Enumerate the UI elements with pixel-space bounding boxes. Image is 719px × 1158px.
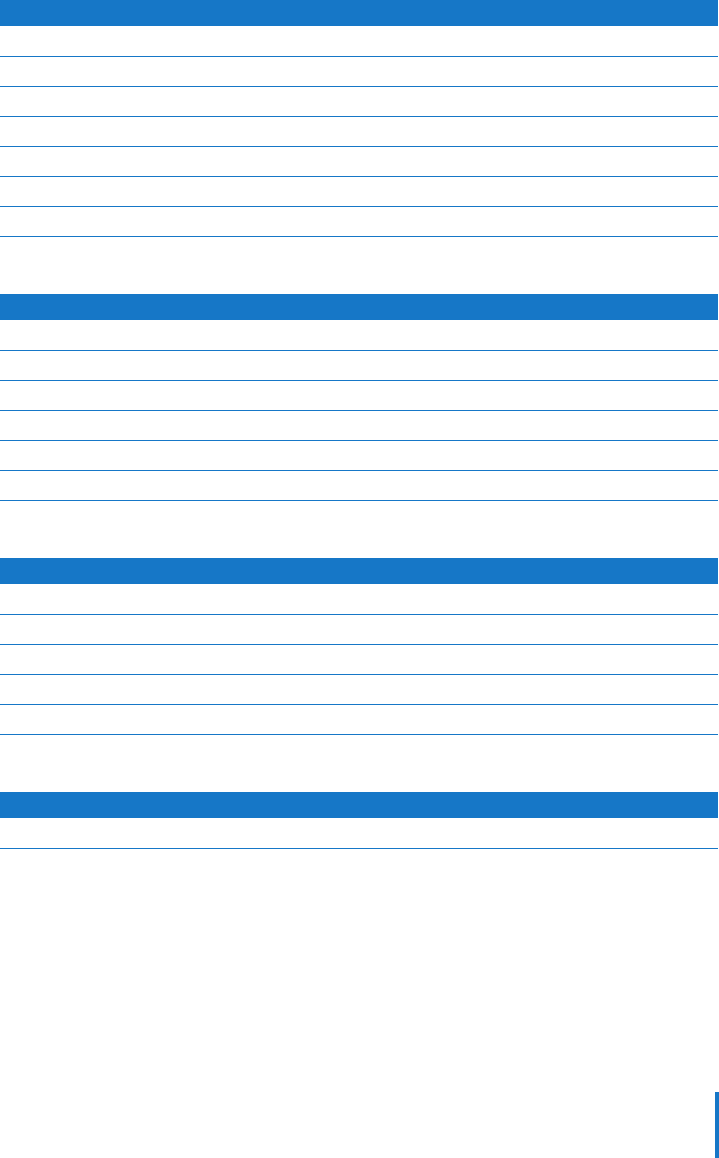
table-header-bar xyxy=(0,558,718,584)
page-tab xyxy=(715,1092,719,1158)
table-header-bar xyxy=(0,0,718,26)
table-header-bar xyxy=(0,294,718,320)
table-header-bar xyxy=(0,792,718,818)
